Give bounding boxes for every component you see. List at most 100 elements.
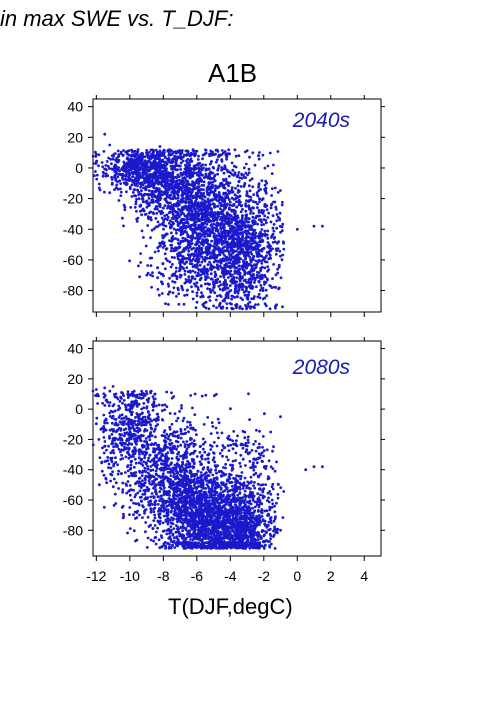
- scatter-point: [232, 430, 236, 433]
- scatter-point: [176, 416, 180, 420]
- scatter-point: [134, 539, 137, 543]
- scatter-point: [194, 443, 197, 446]
- scatter-point: [110, 167, 113, 171]
- scatter-point: [91, 154, 95, 158]
- scatter-point: [192, 168, 196, 172]
- scatter-point: [131, 150, 134, 154]
- scatter-point: [157, 444, 161, 447]
- scatter-point: [132, 513, 135, 517]
- scatter-point: [173, 150, 177, 154]
- scatter-point: [209, 448, 213, 451]
- scatter-point: [157, 495, 160, 498]
- scatter-point: [187, 430, 190, 434]
- scatter-point: [121, 401, 124, 405]
- scatter-point: [179, 443, 183, 447]
- scatter-point: [116, 175, 120, 179]
- scatter-point: [119, 150, 123, 154]
- scatter-point: [152, 519, 156, 522]
- scatter-point: [143, 172, 146, 176]
- scatter-point: [144, 478, 147, 482]
- scatter-point: [133, 153, 137, 157]
- scatter-point: [183, 445, 187, 449]
- scatter-point: [152, 165, 156, 169]
- scatter-point: [195, 149, 199, 153]
- scatter-point: [125, 149, 129, 153]
- scatter-point: [153, 160, 157, 163]
- scatter-point: [116, 397, 120, 401]
- scatter-point: [135, 393, 139, 397]
- scatter-point: [146, 467, 150, 471]
- scatter-point: [131, 172, 135, 176]
- scatter-point: [96, 402, 99, 405]
- scatter-point: [198, 445, 202, 448]
- scatter-point: [118, 179, 121, 183]
- scatter-point: [147, 189, 151, 193]
- scatter-point: [129, 418, 133, 422]
- scatter-point: [98, 456, 102, 459]
- scatter-point: [203, 450, 207, 454]
- scatter-point: [167, 497, 171, 500]
- scatter-point: [129, 498, 133, 502]
- scatter-point: [134, 200, 138, 204]
- scatter-point: [117, 404, 121, 408]
- scatter-point: [137, 197, 141, 201]
- scatter-point: [171, 185, 175, 189]
- scatter-point: [126, 437, 130, 441]
- scatter-point: [141, 200, 145, 204]
- scatter-point: [129, 463, 133, 467]
- scatter-point: [180, 406, 183, 410]
- scatter-point: [151, 468, 155, 472]
- scatter-point: [164, 436, 168, 439]
- scatter-point: [129, 161, 133, 165]
- scatter-point: [156, 502, 160, 506]
- scatter-point: [116, 423, 120, 426]
- scatter-point: [126, 531, 129, 535]
- scatter-point: [94, 422, 98, 426]
- scatter-point: [187, 463, 191, 466]
- scatter-point: [161, 418, 165, 422]
- scatter-point: [175, 164, 179, 168]
- scatter-point: [152, 510, 156, 514]
- scatter-point: [119, 433, 123, 437]
- scatter-point: [96, 392, 99, 396]
- scatter-point: [153, 513, 157, 517]
- scatter-point: [104, 174, 108, 178]
- scatter-point: [93, 174, 96, 178]
- scatter-point: [140, 397, 143, 400]
- scatter-point: [126, 396, 130, 399]
- scatter-point: [148, 179, 152, 182]
- scatter-point: [110, 162, 113, 166]
- scatter-point: [158, 486, 162, 490]
- scatter-point: [113, 174, 117, 178]
- scatter-point: [109, 157, 113, 161]
- scatter-point: [156, 174, 160, 178]
- scatter-point: [110, 154, 114, 158]
- scatter-point: [184, 466, 188, 470]
- scatter-point: [188, 421, 192, 424]
- scatter-point: [102, 413, 106, 417]
- scatter-point: [141, 183, 145, 187]
- scatter-point: [126, 469, 130, 473]
- scatter-point: [195, 433, 198, 437]
- scatter-point: [170, 422, 174, 426]
- scatter-point: [120, 453, 123, 457]
- scatter-point: [200, 394, 204, 398]
- scatter-point: [145, 546, 149, 549]
- scatter-point: [101, 401, 104, 405]
- scatter-point: [104, 459, 108, 463]
- scatter-point: [107, 444, 110, 448]
- scatter-point: [161, 150, 165, 154]
- scatter-point: [146, 471, 150, 475]
- scatter-point: [114, 418, 118, 421]
- scatter-point: [111, 442, 115, 445]
- scatter-point: [111, 470, 114, 474]
- scatter-point: [136, 148, 140, 152]
- scatter-point: [97, 153, 101, 157]
- scatter-point: [108, 389, 112, 393]
- scatter-point: [122, 399, 126, 402]
- scatter-point: [118, 399, 122, 403]
- scatter-point: [161, 403, 164, 407]
- scatter-point: [131, 394, 135, 398]
- scatter-point: [150, 492, 154, 495]
- scatter-point: [134, 461, 138, 465]
